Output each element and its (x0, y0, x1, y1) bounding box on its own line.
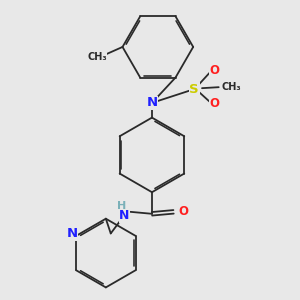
Text: O: O (178, 205, 188, 218)
Text: S: S (189, 82, 199, 96)
Text: N: N (67, 227, 78, 240)
Text: CH₃: CH₃ (222, 82, 241, 92)
Text: O: O (210, 98, 220, 110)
Text: N: N (146, 96, 158, 110)
Text: N: N (119, 209, 130, 222)
Text: O: O (210, 64, 220, 77)
Text: CH₃: CH₃ (87, 52, 107, 62)
Text: H: H (117, 201, 126, 211)
